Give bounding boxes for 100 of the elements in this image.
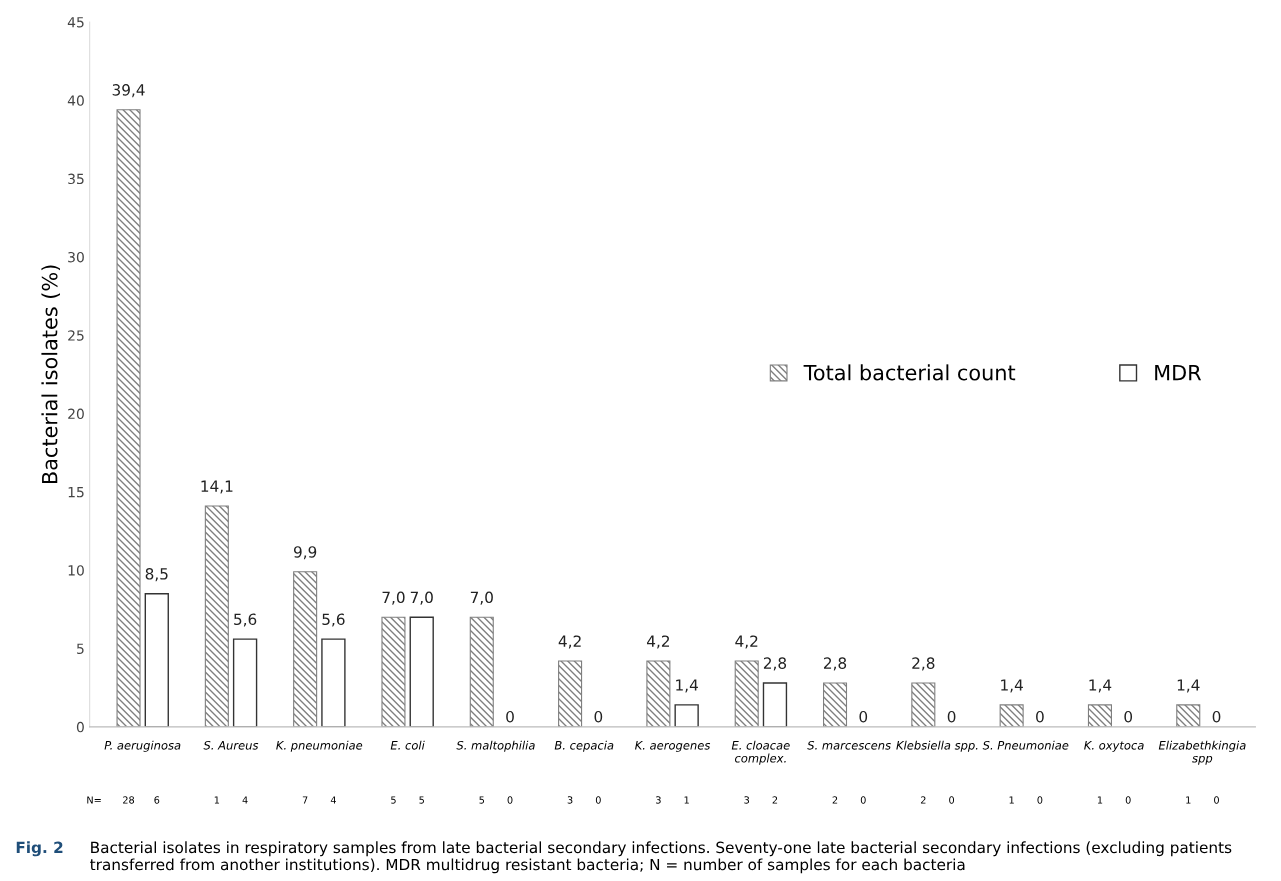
text: 6 [154, 796, 160, 804]
text: 28 [123, 796, 135, 804]
bar [558, 660, 583, 727]
data-label: 9,9 [293, 546, 317, 560]
bar [204, 505, 229, 727]
text: 0 [1214, 796, 1219, 804]
bar [822, 682, 848, 727]
text: 2 [920, 796, 926, 804]
x-tick-label: K. pneumoniae [276, 740, 363, 752]
data-label: 4,2 [646, 635, 670, 649]
text: 0 [860, 796, 866, 804]
caption: Fig. 2 [16, 841, 63, 857]
data-label: 14,1 [201, 480, 233, 494]
data-label: 1,4 [1089, 679, 1112, 693]
data-label: 0 [1124, 710, 1133, 723]
x-tick-label: E. cloacae complex. [731, 740, 790, 765]
data-label: 1,4 [676, 679, 698, 693]
bar [1176, 704, 1201, 727]
text: 0 [507, 796, 513, 804]
text: 1 [1186, 796, 1191, 804]
data-label: 1,4 [1001, 679, 1023, 693]
data-label: 8,5 [145, 568, 168, 582]
x-tick-label: S. Pneumoniae [982, 740, 1069, 750]
y-tick-label: 15 [68, 487, 84, 498]
data-label: 0 [859, 710, 868, 723]
text: 1 [214, 796, 220, 804]
data-label: 2,8 [823, 657, 847, 671]
y-tick-label: 35 [68, 173, 84, 185]
bar [409, 616, 434, 727]
x-tick-label: E. coli [390, 740, 425, 750]
text: 0 [949, 796, 955, 804]
bar [762, 682, 788, 727]
bar [674, 704, 699, 727]
text: 3 [656, 796, 661, 804]
text: 0 [1125, 796, 1131, 804]
y-tick-label: 5 [77, 643, 84, 654]
bar [1087, 704, 1112, 727]
data-label: 5,6 [322, 613, 345, 627]
text: 3 [567, 796, 573, 804]
text: 1 [1009, 796, 1014, 804]
bar [293, 571, 318, 727]
text: 2 [832, 796, 838, 804]
text: N= [87, 796, 101, 804]
y-tick-label: 45 [67, 17, 84, 28]
y-tick-label: 20 [68, 408, 84, 420]
text: 5 [419, 796, 424, 804]
x-tick-label: Klebsiella spp. [896, 740, 978, 752]
bar [232, 638, 258, 727]
y-axis-title: Bacterial isolates (%) [41, 265, 60, 484]
text: 4 [242, 796, 248, 804]
text: 4 [330, 796, 336, 804]
text: 3 [744, 796, 750, 804]
y-tick-label: 30 [68, 251, 84, 263]
x-tick-label: K. oxytoca [1084, 741, 1144, 752]
data-label: 2,8 [912, 657, 935, 671]
bar [116, 109, 141, 727]
x-tick-label: K. aerogenes [635, 741, 711, 752]
data-label: 7,0 [410, 591, 433, 605]
y-tick-label: 40 [67, 95, 84, 106]
data-label: 0 [1036, 710, 1044, 723]
text: 1 [684, 796, 689, 804]
data-label: 0 [594, 710, 603, 723]
text: 0 [595, 796, 601, 804]
bar [734, 660, 759, 727]
legend-label: Total bacterial count [803, 364, 1016, 381]
y-tick-label: 10 [68, 565, 84, 576]
data-label: 39,4 [112, 84, 145, 98]
x-tick-label: B. cepacia [554, 740, 614, 752]
text: Bacterial isolates in respiratory samples from late bacterial secondary infections. Seventy-one late bacterial secondary infections (excluding patients transferred from another institutions). MDR multidrug resistant bacteria; N = number of samples for each bacteria [90, 841, 1232, 874]
data-label: 0 [1212, 710, 1221, 723]
bar [381, 616, 406, 727]
data-label: 0 [947, 710, 956, 723]
bar [144, 593, 169, 727]
y-tick-label: 25 [68, 330, 84, 341]
x-tick-label: S. marcescens [807, 740, 891, 750]
text: 5 [391, 796, 396, 804]
text: 1 [1097, 796, 1103, 804]
y-tick-label: 0 [76, 721, 84, 733]
data-label: 4,2 [558, 635, 581, 649]
data-label: 4,2 [735, 635, 758, 649]
data-label: 7,0 [470, 591, 493, 605]
x-tick-label: S. Aureus [203, 740, 259, 750]
x-tick-label: P. aeruginosa [104, 740, 181, 752]
text: 5 [479, 796, 485, 804]
x-tick-label: S. maltophilia [456, 740, 535, 752]
data-label: 5,6 [234, 613, 257, 627]
data-label: 7,0 [382, 591, 405, 605]
text: 7 [302, 796, 308, 804]
data-label: 2,8 [763, 657, 787, 671]
x-tick-label: Elizabethkingia spp [1158, 740, 1246, 765]
data-label: 0 [506, 710, 514, 723]
bar [999, 704, 1024, 727]
bar [469, 616, 494, 727]
legend-label: MDR [1155, 364, 1202, 381]
text: 0 [1037, 796, 1043, 804]
data-label: 1,4 [1177, 679, 1200, 693]
bar [911, 682, 936, 727]
text: 2 [772, 796, 778, 804]
bar [646, 660, 671, 727]
bar [321, 638, 346, 727]
